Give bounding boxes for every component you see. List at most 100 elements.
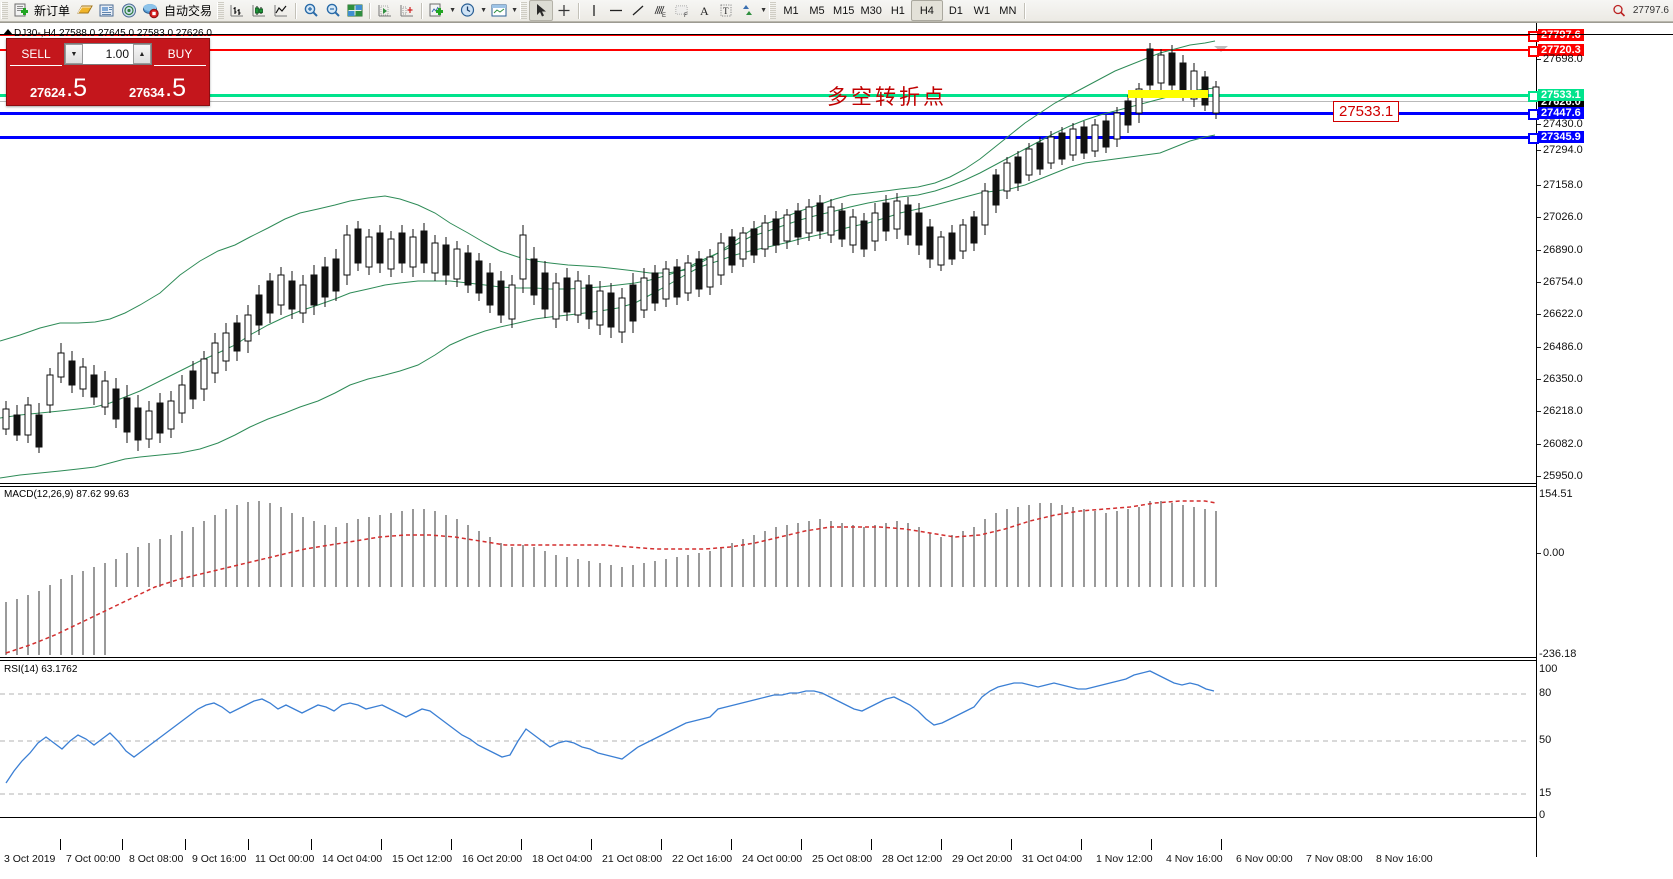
zoom-out-icon[interactable] <box>322 1 344 20</box>
time-label-3: 9 Oct 16:00 <box>192 853 247 865</box>
vertical-line-icon[interactable] <box>583 1 605 20</box>
buy-price[interactable]: 27634.5 <box>109 67 206 102</box>
toolbar-grip-1[interactable] <box>1 2 8 19</box>
crosshair-icon[interactable] <box>553 1 575 20</box>
period-icon[interactable] <box>457 1 479 20</box>
price-tick-0: 27698.0 <box>1537 53 1583 65</box>
toolbar-grip-3[interactable] <box>520 2 528 19</box>
time-gridline-13 <box>941 839 942 850</box>
macd-axis-zero-text: 0.00 <box>1543 547 1565 559</box>
candlestick-chart-icon[interactable] <box>248 1 270 20</box>
news-icon[interactable] <box>96 1 118 20</box>
rsi-title: RSI(14) 63.1762 <box>4 664 78 675</box>
zoom-in-icon[interactable] <box>300 1 322 20</box>
templates-dropdown-caret-icon[interactable]: ▼ <box>511 7 518 14</box>
price-tick-7-text: 26754.0 <box>1543 276 1583 288</box>
price-tick-12-text: 26082.0 <box>1543 438 1583 450</box>
level-line-resistance-lower[interactable] <box>0 49 1536 51</box>
signals-icon[interactable] <box>118 1 140 20</box>
data-window-icon[interactable] <box>344 1 366 20</box>
horizontal-line-icon[interactable] <box>605 1 627 20</box>
time-label-11: 24 Oct 00:00 <box>742 853 803 865</box>
timeframe-w1[interactable]: W1 <box>973 4 991 17</box>
price-label-support-green: 27533.1 <box>1538 89 1584 101</box>
level-line-support-blue-2[interactable] <box>0 136 1536 139</box>
toolbar-separator-5 <box>1023 2 1026 19</box>
trend-line-icon[interactable] <box>627 1 649 20</box>
timeframe-h1[interactable]: H1 <box>890 4 905 17</box>
bar-chart-icon[interactable] <box>226 1 248 20</box>
macd-axis-zero: 0.00 <box>1537 547 1564 559</box>
price-tick-13: 25950.0 <box>1537 470 1583 482</box>
svg-text:E: E <box>662 13 666 18</box>
volume-increase-icon[interactable]: ▲ <box>133 44 151 64</box>
time-gridline-9 <box>661 839 662 850</box>
price-tick-11: 26218.0 <box>1537 405 1583 417</box>
buy-button[interactable]: BUY <box>154 42 206 66</box>
timeframe-mn[interactable]: MN <box>999 4 1017 17</box>
search-icon[interactable] <box>1608 1 1630 20</box>
timeframe-m30[interactable]: M30 <box>860 4 882 17</box>
level-line-resistance-upper[interactable] <box>0 34 1536 36</box>
time-gridline-4 <box>311 839 312 850</box>
ping-label: 27797.6 <box>1632 5 1669 16</box>
templates-icon[interactable] <box>488 1 510 20</box>
volume-stepper[interactable]: ▼ 1.00 ▲ <box>64 43 152 65</box>
rsi-axis-80: 80 <box>1539 687 1551 699</box>
indicators-dropdown-caret-icon[interactable]: ▼ <box>449 7 456 14</box>
period-dropdown-caret-icon[interactable]: ▼ <box>480 7 487 14</box>
shapes-icon[interactable] <box>737 1 759 20</box>
auto-trading-label[interactable]: 自动交易 <box>164 4 213 18</box>
rsi-axis-50: 50 <box>1539 734 1551 746</box>
chart-shift-icon[interactable] <box>374 1 396 20</box>
timeframe-h4[interactable]: H4 <box>910 0 943 21</box>
price-tick-4: 27158.0 <box>1537 179 1583 191</box>
macd-axis-max-text: 154.51 <box>1539 488 1573 500</box>
price-tick-8: 26622.0 <box>1537 308 1583 320</box>
timeframe-d1[interactable]: D1 <box>948 4 963 17</box>
time-gridline-6 <box>451 839 452 850</box>
folder-icon[interactable] <box>74 1 96 20</box>
price-tick-13-text: 25950.0 <box>1543 470 1583 482</box>
line-chart-icon[interactable] <box>270 1 292 20</box>
sell-price[interactable]: 27624.5 <box>10 67 107 102</box>
time-label-20: 8 Nov 16:00 <box>1376 853 1433 865</box>
timeframe-m15[interactable]: M15 <box>833 4 855 17</box>
time-axis[interactable]: 3 Oct 2019 7 Oct 00:00 8 Oct 08:00 9 Oct… <box>0 839 1536 879</box>
price-axis[interactable]: 27797.6 27720.3 27698.0 27626.0 27562.0 … <box>1537 23 1673 857</box>
chart-canvas[interactable]: DJ30-,H4 27588.0 27645.0 27583.0 27626.0… <box>0 22 1673 865</box>
new-order-label[interactable]: 新订单 <box>34 4 71 18</box>
volume-decrease-icon[interactable]: ▼ <box>65 44 83 64</box>
equidistant-channel-icon[interactable]: F <box>671 1 693 20</box>
shapes-dropdown-caret-icon[interactable]: ▼ <box>760 7 767 14</box>
time-gridline-5 <box>381 839 382 850</box>
one-click-trading-panel[interactable]: SELL ▼ 1.00 ▲ BUY 27624.5 27634.5 <box>6 38 210 106</box>
timeframe-m5[interactable]: M5 <box>809 4 825 17</box>
price-tick-11-text: 26218.0 <box>1543 405 1583 417</box>
macd-axis-min: -236.18 <box>1539 648 1576 660</box>
auto-trading-icon[interactable] <box>140 1 162 20</box>
toolbar-grip-4[interactable] <box>769 2 777 19</box>
price-scale-divider <box>1536 23 1537 857</box>
level-line-support-blue-1[interactable] <box>0 112 1536 115</box>
text-icon[interactable]: A <box>693 1 715 20</box>
new-order-icon[interactable] <box>10 1 32 20</box>
time-label-15: 31 Oct 04:00 <box>1022 853 1083 865</box>
indicators-icon[interactable] <box>426 1 448 20</box>
price-tick-2: 27430.0 <box>1537 118 1583 130</box>
sell-button[interactable]: SELL <box>10 42 62 66</box>
chart-collapse-triangle-icon[interactable] <box>3 29 13 35</box>
rsi-axis-0-text: 0 <box>1539 809 1546 821</box>
volume-value[interactable]: 1.00 <box>105 47 129 61</box>
timeframe-m1[interactable]: M1 <box>783 4 799 17</box>
cursor-icon[interactable] <box>529 0 554 21</box>
fibonacci-icon[interactable]: E <box>649 1 671 20</box>
time-label-0: 3 Oct 2019 <box>4 853 56 865</box>
toolbar-grip-2[interactable] <box>217 2 225 19</box>
rsi-axis-100-text: 100 <box>1539 663 1558 675</box>
text-label-icon[interactable]: T <box>715 1 737 20</box>
svg-text:T: T <box>723 6 729 16</box>
auto-scroll-icon[interactable] <box>396 1 418 20</box>
level-line-support-green[interactable] <box>0 94 1536 97</box>
